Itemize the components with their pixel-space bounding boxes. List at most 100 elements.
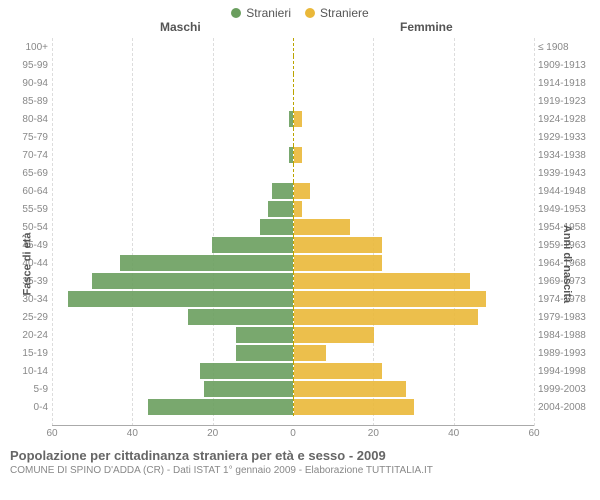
bar-male [289,147,293,163]
bar-male [120,255,292,271]
age-label: 15-19 [0,344,52,362]
year-label: 1994-1998 [534,362,600,380]
circle-icon [305,8,315,18]
plot-area: Fasce di età Anni di nascita 100+≤ 19089… [0,38,600,426]
bar-male [148,399,292,415]
bar-male [289,111,293,127]
data-row: 15-19 1989-1993 [0,344,600,362]
x-tick: 60 [528,428,539,439]
bar-female [294,219,350,235]
bar-female [294,111,302,127]
bar-female [294,363,382,379]
legend-male: Stranieri [231,6,291,20]
data-row: 0-4 2004-2008 [0,398,600,416]
data-row: 35-391969-1973 [0,272,600,290]
data-row: 95-991909-1913 [0,56,600,74]
bar-zone [52,398,534,416]
data-row: 5-9 1999-2003 [0,380,600,398]
column-headers: Maschi Femmine [0,20,600,38]
bar-female [294,201,302,217]
legend: Stranieri Straniere [0,0,600,20]
bar-male [260,219,292,235]
year-label: 1999-2003 [534,380,600,398]
bar-male [92,273,292,289]
caption-subtitle: COMUNE DI SPINO D'ADDA (CR) - Dati ISTAT… [10,465,590,476]
data-row: 85-89 1919-1923 [0,92,600,110]
legend-female: Straniere [305,6,369,20]
bar-female [294,345,326,361]
bar-zone [52,380,534,398]
bar-zone [52,218,534,236]
data-row: 55-591949-1953 [0,200,600,218]
legend-female-label: Straniere [320,6,369,20]
x-axis: 6040200204060 [52,426,534,442]
bar-female [294,183,310,199]
data-row: 65-691939-1943 [0,164,600,182]
year-label: 1989-1993 [534,344,600,362]
year-label: 2004-2008 [534,398,600,416]
year-label: 1979-1983 [534,308,600,326]
bar-female [294,237,382,253]
bar-zone [52,290,534,308]
bar-zone [52,110,534,128]
bar-male [68,291,292,307]
header-male: Maschi [160,20,201,34]
chart-container: Stranieri Straniere Maschi Femmine Fasce… [0,0,600,500]
bar-zone [52,326,534,344]
x-tick: 60 [46,428,57,439]
y-axis-title-left: Fasce di età [21,233,33,296]
header-female: Femmine [400,20,453,34]
data-row: 80-841924-1928 [0,110,600,128]
bar-zone [52,200,534,218]
data-row: 75-79 1929-1933 [0,128,600,146]
bar-female [294,309,478,325]
data-row: 50-541954-1958 [0,218,600,236]
bar-female [294,399,414,415]
rows-container: 100+≤ 190895-991909-191390-941914-191885… [0,38,600,416]
caption: Popolazione per cittadinanza straniera p… [0,442,600,476]
bar-zone [52,308,534,326]
bar-zone [52,56,534,74]
caption-title: Popolazione per cittadinanza straniera p… [10,448,590,463]
y-axis-title-right: Anni di nascita [561,225,573,303]
data-row: 10-14 1994-1998 [0,362,600,380]
age-label: 75-79 [0,128,52,146]
data-row: 20-241984-1988 [0,326,600,344]
data-row: 90-94 1914-1918 [0,74,600,92]
bar-male [212,237,292,253]
age-label: 70-74 [0,146,52,164]
year-label: 1929-1933 [534,128,600,146]
bar-zone [52,92,534,110]
age-label: 100+ [0,38,52,56]
bar-zone [52,74,534,92]
x-tick: 0 [290,428,296,439]
age-label: 0-4 [0,398,52,416]
bar-female [294,273,470,289]
age-label: 5-9 [0,380,52,398]
data-row: 25-291979-1983 [0,308,600,326]
bar-zone [52,146,534,164]
bar-male [268,201,292,217]
age-label: 10-14 [0,362,52,380]
age-label: 65-69 [0,164,52,182]
bar-male [236,345,292,361]
age-label: 20-24 [0,326,52,344]
bar-zone [52,38,534,56]
data-row: 40-441964-1968 [0,254,600,272]
x-tick: 20 [207,428,218,439]
bar-zone [52,236,534,254]
bar-female [294,327,374,343]
age-label: 80-84 [0,110,52,128]
age-label: 85-89 [0,92,52,110]
bar-zone [52,362,534,380]
data-row: 30-341974-1978 [0,290,600,308]
bar-female [294,291,486,307]
bar-male [200,363,292,379]
year-label: 1914-1918 [534,74,600,92]
data-row: 45-491959-1963 [0,236,600,254]
year-label: 1934-1938 [534,146,600,164]
year-label: 1919-1923 [534,92,600,110]
bar-zone [52,182,534,200]
age-label: 90-94 [0,74,52,92]
data-row: 100+≤ 1908 [0,38,600,56]
